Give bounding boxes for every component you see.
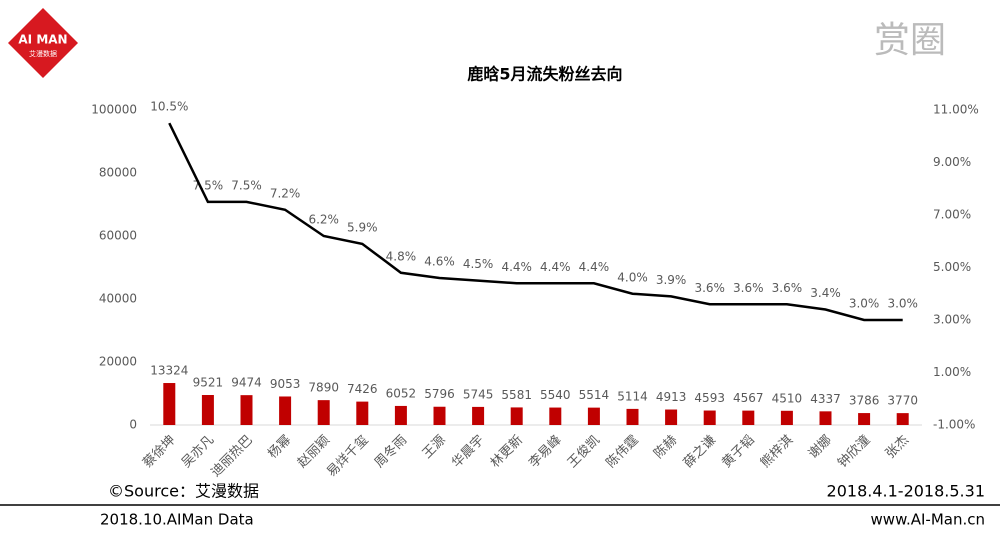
line-value-label: 4.8%: [386, 249, 417, 263]
bar-value-label: 5581: [501, 388, 532, 402]
bar: [394, 405, 407, 425]
bar: [626, 408, 639, 425]
line-value-label: 10.5%: [150, 100, 188, 114]
line-value-label: 4.4%: [540, 260, 571, 274]
bar: [317, 400, 330, 425]
logo-shape: [8, 8, 78, 78]
line-value-label: 5.9%: [347, 220, 378, 234]
y2-tick-label: 9.00%: [933, 155, 971, 169]
bar: [703, 410, 716, 425]
bar: [665, 409, 678, 425]
line-value-label: 3.4%: [810, 286, 841, 300]
bar-value-label: 4567: [733, 391, 764, 405]
bar: [279, 396, 292, 425]
bar-value-label: 9053: [270, 377, 301, 391]
bar: [780, 410, 793, 425]
line-value-label: 3.9%: [656, 273, 687, 287]
date-range: 2018.4.1-2018.5.31: [827, 482, 985, 501]
bar-value-label: 5540: [540, 388, 571, 402]
y-tick-label: 60000: [99, 229, 137, 243]
y2-tick-label: 11.00%: [933, 103, 979, 117]
bar: [240, 395, 253, 425]
bar-value-label: 3786: [849, 394, 880, 408]
bar: [201, 395, 214, 425]
line-value-label: 7.5%: [231, 178, 262, 192]
bar-value-label: 7426: [347, 382, 378, 396]
bar: [742, 410, 755, 425]
bar: [587, 407, 600, 425]
bar-value-label: 3770: [887, 394, 918, 408]
y-tick-label: 20000: [99, 355, 137, 369]
bar-value-label: 4337: [810, 392, 841, 406]
line-value-label: 6.2%: [308, 213, 339, 227]
line-value-label: 4.4%: [579, 260, 610, 274]
bar: [163, 383, 176, 425]
y2-tick-label: 3.00%: [933, 313, 971, 327]
footer-left: 2018.10.AIMan Data: [100, 511, 254, 529]
bar: [356, 401, 369, 425]
line-value-label: 3.6%: [772, 281, 803, 295]
line-value-label: 3.0%: [887, 297, 918, 311]
bar-value-label: 5745: [463, 387, 494, 401]
bar: [472, 406, 485, 425]
y2-tick-label: -1.00%: [933, 418, 975, 432]
bar-value-label: 4510: [772, 391, 803, 405]
logo-subtext: 艾漫数据: [29, 49, 57, 58]
bar-value-label: 4913: [656, 390, 687, 404]
bar-value-label: 5114: [617, 389, 648, 403]
line-value-label: 4.6%: [424, 255, 455, 269]
bar-value-label: 4593: [694, 391, 725, 405]
line-value-label: 3.0%: [849, 297, 880, 311]
line: [168, 122, 903, 322]
bar-value-label: 9474: [231, 376, 262, 390]
chart-title: 鹿晗5月流失粉丝去向: [467, 65, 622, 84]
y-tick-label: 80000: [99, 166, 137, 180]
bar: [896, 413, 909, 425]
line-value-label: 7.2%: [270, 186, 301, 200]
y-tick-label: 40000: [99, 292, 137, 306]
bar-value-label: 5514: [579, 388, 610, 402]
bar-value-label: 5796: [424, 387, 455, 401]
line-value-label: 3.6%: [694, 281, 725, 295]
bar-value-label: 13324: [150, 364, 188, 378]
logo-text: AI MAN: [18, 33, 67, 47]
line-value-label: 4.4%: [501, 260, 532, 274]
y2-tick-label: 7.00%: [933, 208, 971, 222]
bar-value-label: 6052: [386, 386, 417, 400]
line-value-label: 3.6%: [733, 281, 764, 295]
bar: [819, 411, 832, 425]
bar: [433, 406, 446, 425]
brand: 赏圈: [874, 20, 946, 61]
y2-tick-label: 1.00%: [933, 365, 971, 379]
bar-value-label: 7890: [308, 381, 339, 395]
bar-value-label: 9521: [193, 376, 224, 390]
line-value-label: 4.5%: [463, 257, 494, 271]
source: ©Source：艾漫数据: [108, 482, 259, 501]
bar: [858, 413, 871, 425]
y-tick-label: 100000: [91, 103, 137, 117]
bar: [510, 407, 523, 425]
bar: [549, 407, 562, 425]
y2-tick-label: 5.00%: [933, 260, 971, 274]
line-value-label: 4.0%: [617, 270, 648, 284]
y-tick-label: 0: [129, 418, 137, 432]
footer-right: www.AI-Man.cn: [871, 511, 985, 529]
